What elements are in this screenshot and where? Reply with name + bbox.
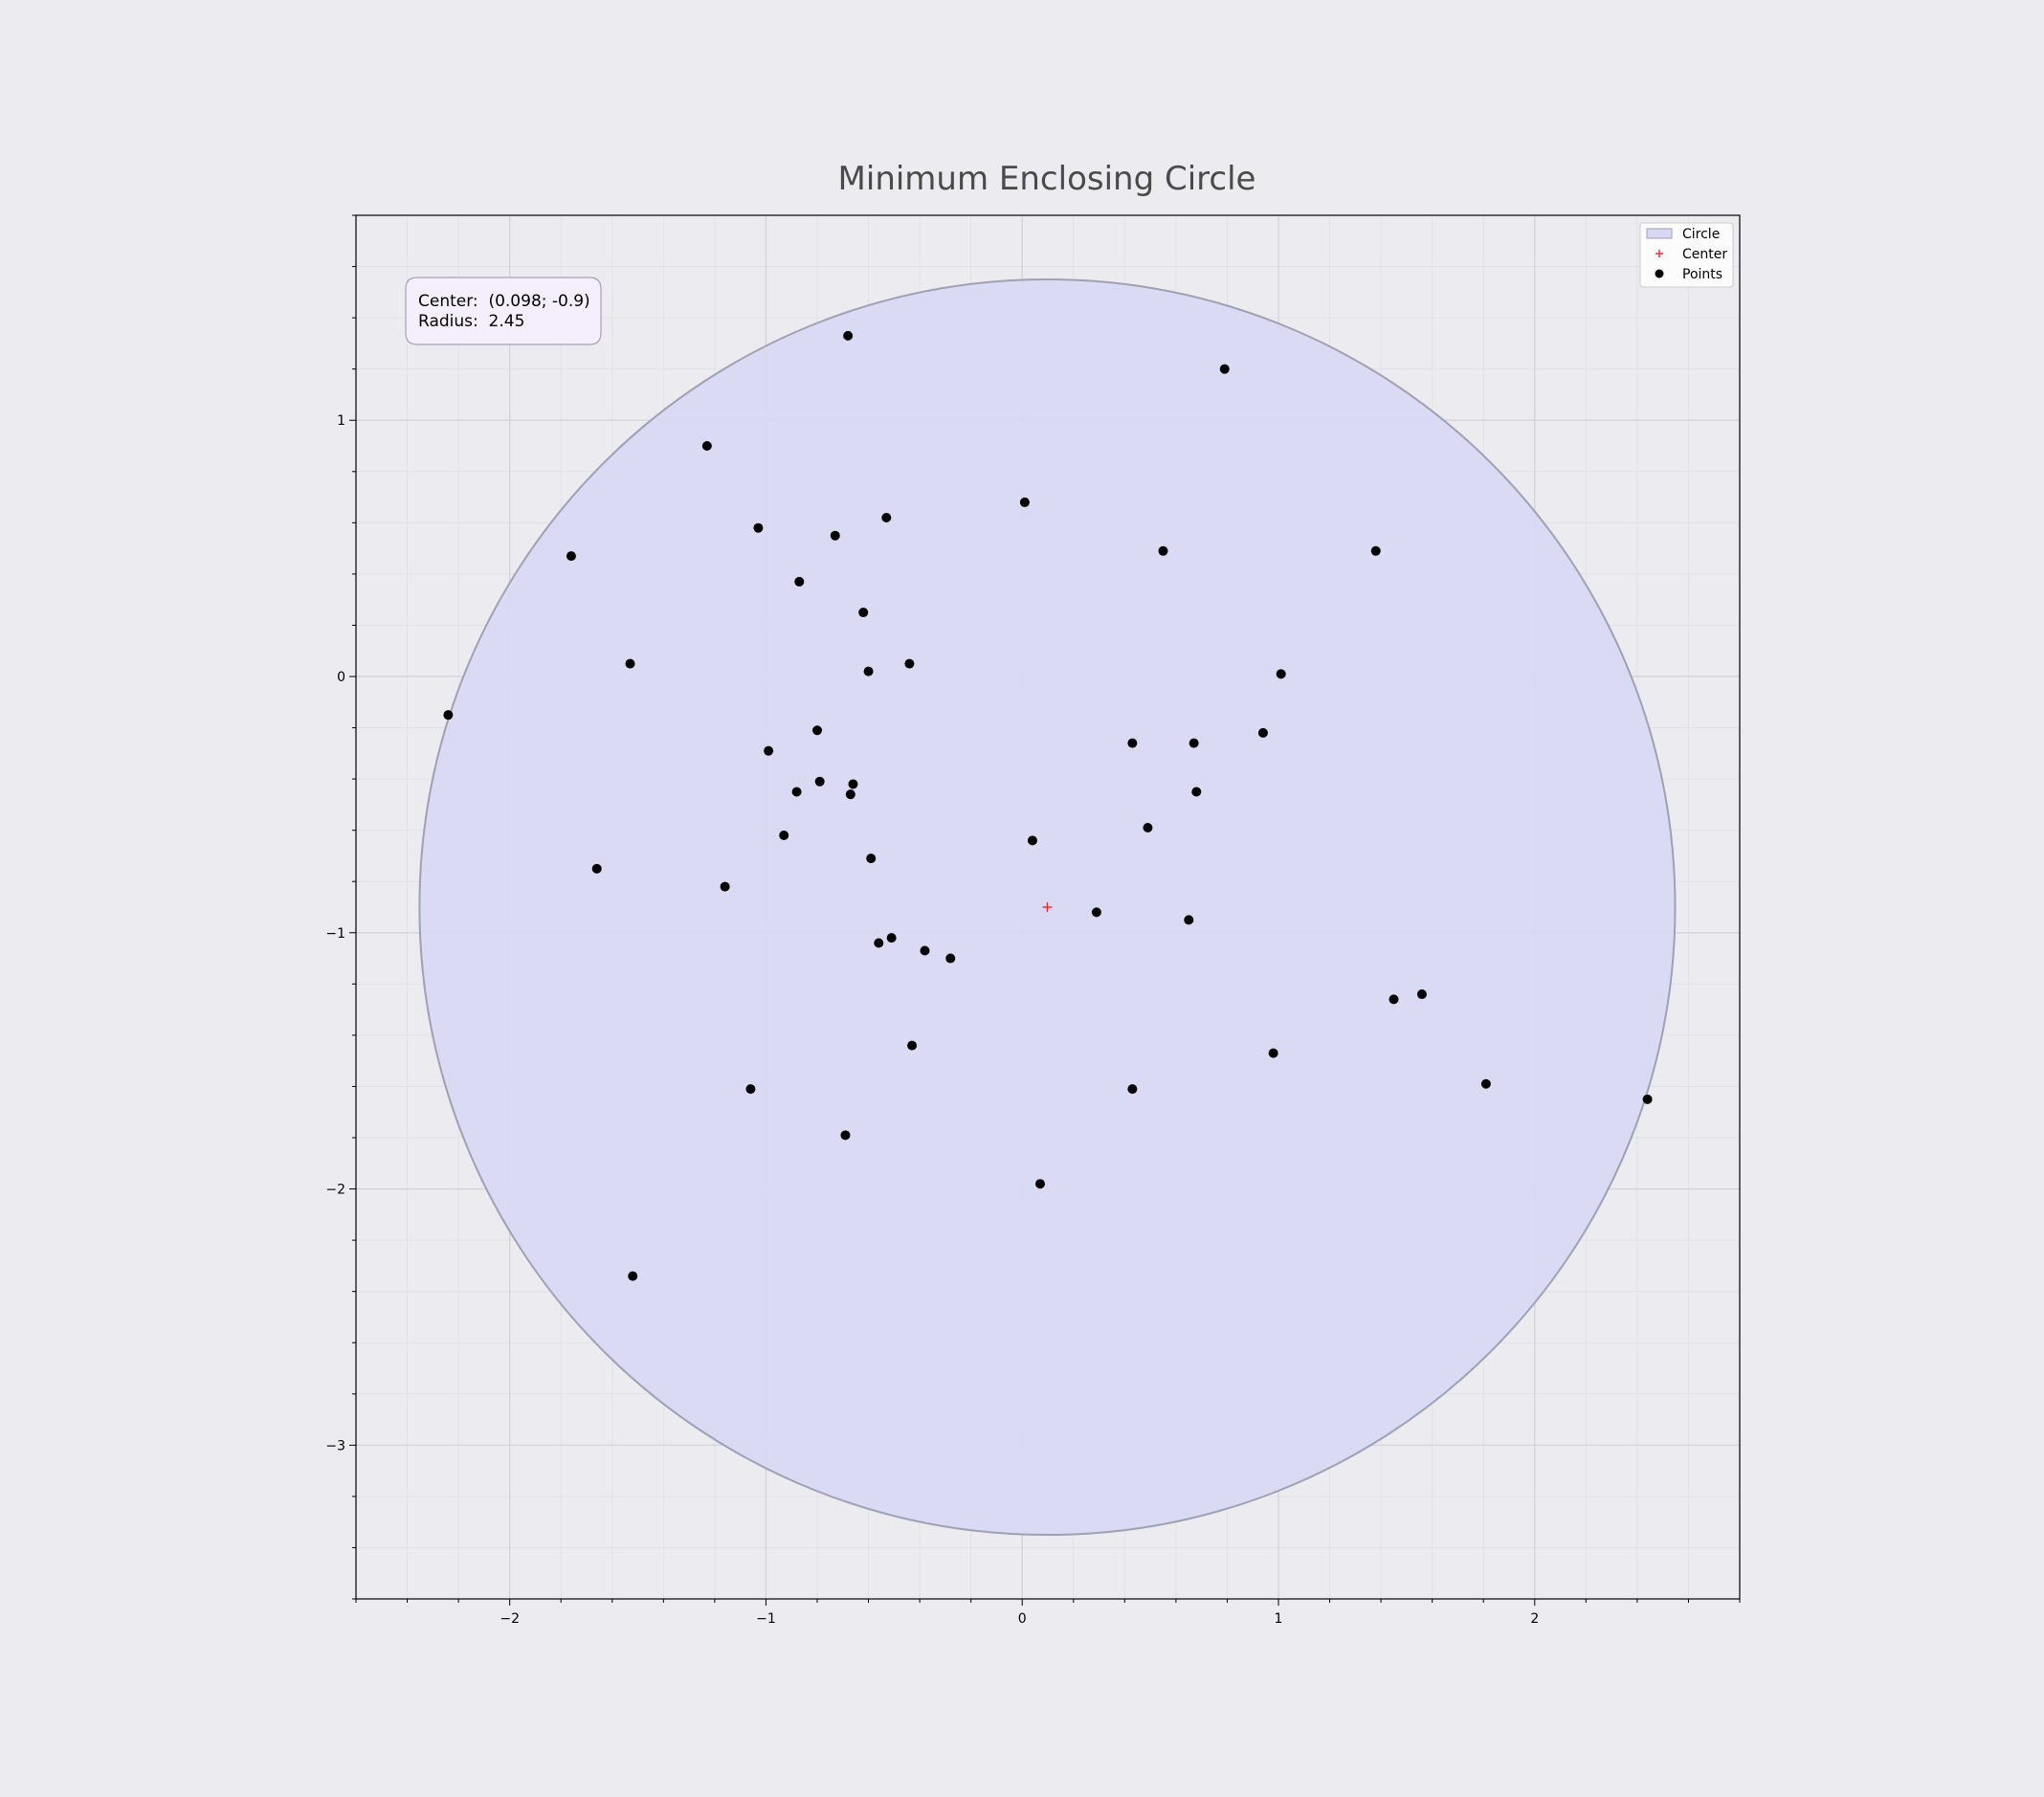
data-point xyxy=(814,776,825,787)
x-tick-label: −1 xyxy=(756,1611,776,1627)
data-point xyxy=(720,881,730,892)
data-point xyxy=(845,789,855,800)
data-point xyxy=(1034,1179,1045,1189)
data-point xyxy=(1143,822,1153,832)
data-point xyxy=(904,658,915,669)
data-point xyxy=(1389,994,1399,1005)
info-radius-text: Radius: 2.45 xyxy=(418,312,524,331)
data-point xyxy=(840,1130,851,1141)
data-point xyxy=(812,725,822,736)
x-tick-label: −2 xyxy=(500,1611,520,1627)
legend-label-center: Center xyxy=(1682,247,1727,262)
info-box: Center: (0.098; -0.9) Radius: 2.45 xyxy=(405,277,602,345)
data-point xyxy=(874,938,884,948)
data-point xyxy=(1480,1078,1491,1089)
data-point xyxy=(791,787,802,797)
data-point xyxy=(830,530,840,541)
data-point xyxy=(1219,364,1230,374)
y-tick-label: −3 xyxy=(325,1438,345,1453)
data-point xyxy=(701,441,712,451)
data-point xyxy=(945,953,956,964)
info-center-text: Center: (0.098; -0.9) xyxy=(418,292,590,311)
data-point xyxy=(1189,738,1199,748)
legend-circle-swatch xyxy=(1646,228,1673,239)
data-point xyxy=(566,551,576,562)
data-point xyxy=(1158,545,1168,556)
chart-title: Minimum Enclosing Circle xyxy=(838,160,1256,198)
data-point xyxy=(628,1271,638,1281)
data-point xyxy=(1127,738,1138,748)
plot-frame xyxy=(355,214,1741,1600)
legend-label-circle: Circle xyxy=(1682,227,1720,242)
legend-frame xyxy=(1639,222,1734,288)
points-layer xyxy=(443,330,1653,1281)
x-tick-label: 0 xyxy=(1018,1611,1027,1627)
data-point xyxy=(886,933,897,943)
data-point xyxy=(443,710,454,721)
legend-points-swatch xyxy=(1655,269,1664,278)
data-point xyxy=(753,522,764,533)
data-point xyxy=(1268,1048,1278,1058)
data-point xyxy=(1276,669,1286,679)
data-point xyxy=(858,608,869,618)
data-point xyxy=(1370,545,1381,556)
data-point xyxy=(1184,915,1194,925)
data-point xyxy=(848,779,858,789)
data-point xyxy=(907,1040,918,1051)
center-marker xyxy=(1042,902,1053,912)
data-point xyxy=(863,666,874,677)
y-tick-label: −1 xyxy=(325,926,345,942)
data-point xyxy=(1191,787,1202,797)
x-tick-labels: −2 −1 0 1 2 xyxy=(500,1611,1539,1627)
y-tick-labels: 1 0 −1 −2 −3 xyxy=(325,413,345,1453)
data-point xyxy=(1642,1094,1653,1104)
x-tick-label: 2 xyxy=(1530,1611,1539,1627)
data-point xyxy=(764,745,774,756)
axis-ticks xyxy=(349,214,1741,1606)
legend-label-points: Points xyxy=(1682,267,1722,282)
x-tick-label: 1 xyxy=(1275,1611,1283,1627)
legend-center-swatch xyxy=(1655,250,1663,257)
y-tick-label: 1 xyxy=(337,413,345,429)
data-point xyxy=(1019,497,1030,507)
data-point xyxy=(1416,989,1427,1000)
legend: Circle Center Points xyxy=(1639,222,1734,288)
data-point xyxy=(625,658,635,669)
data-point xyxy=(1127,1084,1138,1095)
data-point xyxy=(1091,907,1101,918)
data-point xyxy=(794,576,805,587)
data-point xyxy=(591,863,602,874)
data-point xyxy=(1027,835,1037,846)
data-point xyxy=(779,831,789,841)
y-tick-label: 0 xyxy=(337,670,345,685)
data-point xyxy=(881,512,892,522)
data-point xyxy=(843,330,854,341)
data-point xyxy=(920,945,930,956)
data-point xyxy=(745,1084,756,1095)
info-box-background xyxy=(405,277,602,345)
data-point xyxy=(866,854,877,864)
y-tick-label: −2 xyxy=(325,1183,345,1198)
data-point xyxy=(1257,727,1268,738)
